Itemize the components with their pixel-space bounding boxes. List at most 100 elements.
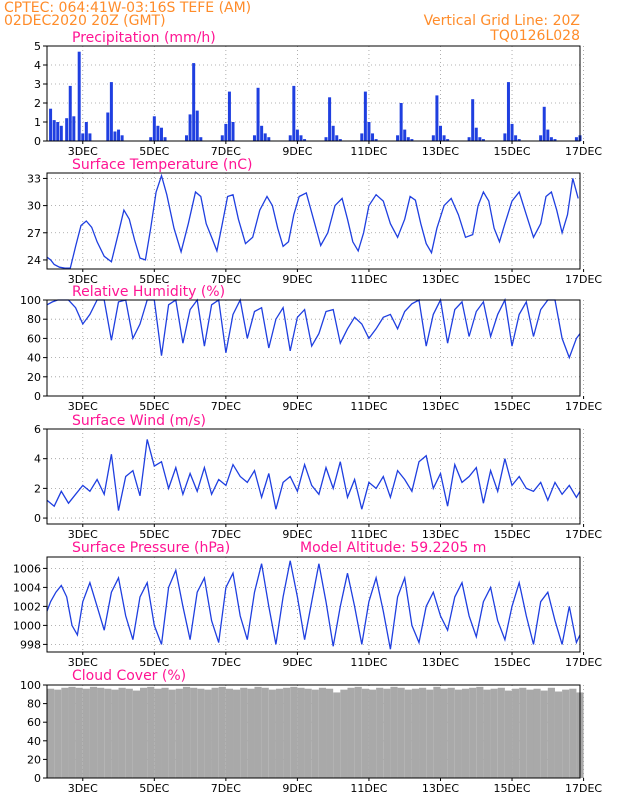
y-tick-label: 1000 <box>13 619 41 632</box>
precip-bar <box>324 137 328 141</box>
y-tick-label: 2 <box>34 97 41 110</box>
humidity-frame <box>46 299 581 397</box>
x-tick-label: 15DEC <box>493 145 530 158</box>
precip-bar <box>195 110 199 141</box>
cloud-bar <box>47 688 55 778</box>
y-tick-label: 4 <box>34 59 41 72</box>
x-tick-label: 13DEC <box>422 145 459 158</box>
precip-bar <box>510 123 514 141</box>
y-tick-label: 1002 <box>13 600 41 613</box>
run-header: 02DEC2020 20Z (GMT) <box>4 13 166 29</box>
temperature-panel: Surface Temperature (nC) 24 27 30 33 3DEC 5DEC… <box>27 157 602 286</box>
precip-bar <box>113 131 117 141</box>
cloud-bar <box>326 688 334 778</box>
precip-bar <box>295 129 299 141</box>
x-tick-label: 11DEC <box>350 656 387 669</box>
x-tick-label: 5DEC <box>139 528 169 541</box>
cloud-bar <box>61 687 69 778</box>
cloud-bar <box>376 687 384 778</box>
x-tick-label: 13DEC <box>422 273 459 286</box>
precip-bar <box>406 137 410 141</box>
humidity-panel: Relative Humidity (%) 0 20 40 60 80 100 3DEC 5DE… <box>20 284 602 413</box>
x-tick-label: 13DEC <box>422 782 459 795</box>
cloud-bar <box>447 687 455 778</box>
precip-bar <box>506 82 510 141</box>
cloud-bar <box>461 688 470 778</box>
precip-bar <box>374 139 378 141</box>
cloud-bar <box>340 689 348 778</box>
precip-bar <box>152 116 156 141</box>
precip-bar <box>514 135 518 141</box>
y-tick-label: 998 <box>20 638 41 651</box>
y-tick-label: 80 <box>27 698 41 711</box>
y-tick-label: 1 <box>34 116 41 129</box>
cloud-bar <box>233 689 241 778</box>
y-tick-label: 20 <box>27 371 41 384</box>
x-tick-label: 3DEC <box>68 782 98 795</box>
precip-bar <box>159 127 163 141</box>
precip-bar <box>227 91 231 141</box>
y-tick-label: 100 <box>20 679 41 692</box>
cloud-bar <box>526 689 534 778</box>
cloud-bar <box>311 689 319 778</box>
x-tick-label: 11DEC <box>350 782 387 795</box>
cloud-bar <box>383 688 391 778</box>
cloud-bar <box>297 687 305 778</box>
precipitation-panel: Precipitation (mm/h) 0 1 2 3 4 5 3DEC 5DEC 7DEC 9D… <box>34 30 602 158</box>
precip-bar <box>52 120 56 141</box>
cloud-bar <box>204 689 212 778</box>
cloud-bar <box>554 691 563 778</box>
x-tick-label: 9DEC <box>282 656 312 669</box>
cloud-bar <box>140 687 148 778</box>
precip-bar <box>231 122 235 141</box>
precip-bar <box>446 139 450 141</box>
precip-bar <box>220 135 224 141</box>
cloud-bar <box>497 687 505 778</box>
precip-bar <box>68 85 72 141</box>
x-tick-label: 3DEC <box>68 273 98 286</box>
y-tick-label: 24 <box>27 254 41 267</box>
x-tick-label: 7DEC <box>211 145 241 158</box>
cloud-bar <box>161 687 169 778</box>
precip-bar <box>410 139 414 141</box>
y-tick-label: 40 <box>27 735 41 748</box>
x-tick-label: 7DEC <box>211 400 241 413</box>
precip-bar <box>438 125 442 141</box>
cloud-bar <box>82 688 90 778</box>
precip-bar <box>224 123 228 141</box>
pressure-annotation: Model Altitude: 59.2205 m <box>300 540 486 556</box>
cloud-bar <box>275 688 284 778</box>
code-label: TQ0126L028 <box>489 28 580 44</box>
cloud-bar <box>476 686 484 778</box>
x-tick-label: 7DEC <box>211 656 241 669</box>
cloud-bar <box>533 688 541 778</box>
x-tick-label: 17DEC <box>565 273 602 286</box>
cloud-bar <box>68 686 76 778</box>
temperature-frame <box>46 172 581 270</box>
x-tick-label: 11DEC <box>350 400 387 413</box>
cloud-bar <box>540 690 548 778</box>
precip-bar <box>149 137 153 141</box>
x-tick-label: 5DEC <box>139 400 169 413</box>
y-tick-label: 6 <box>34 423 41 436</box>
cloud-bar <box>419 687 427 778</box>
y-tick-label: 60 <box>27 716 41 729</box>
x-tick-label: 3DEC <box>68 656 98 669</box>
cloud-bar <box>225 688 234 778</box>
cloud-bar <box>283 687 291 778</box>
precip-bar <box>503 133 507 141</box>
precip-bar <box>539 135 543 141</box>
cloud-bar <box>247 688 255 778</box>
precip-bar <box>59 125 63 141</box>
cloud-bar <box>368 689 377 778</box>
cloud-bar <box>290 686 298 778</box>
cloud-bar <box>440 688 448 778</box>
y-tick-label: 20 <box>27 753 41 766</box>
pressure-frame <box>46 556 581 653</box>
precip-bar <box>117 129 121 141</box>
cloud-bar <box>125 688 133 778</box>
humidity-title: Relative Humidity (%) <box>72 284 225 300</box>
cloud-bar <box>54 689 62 778</box>
precip-bar <box>185 135 189 141</box>
